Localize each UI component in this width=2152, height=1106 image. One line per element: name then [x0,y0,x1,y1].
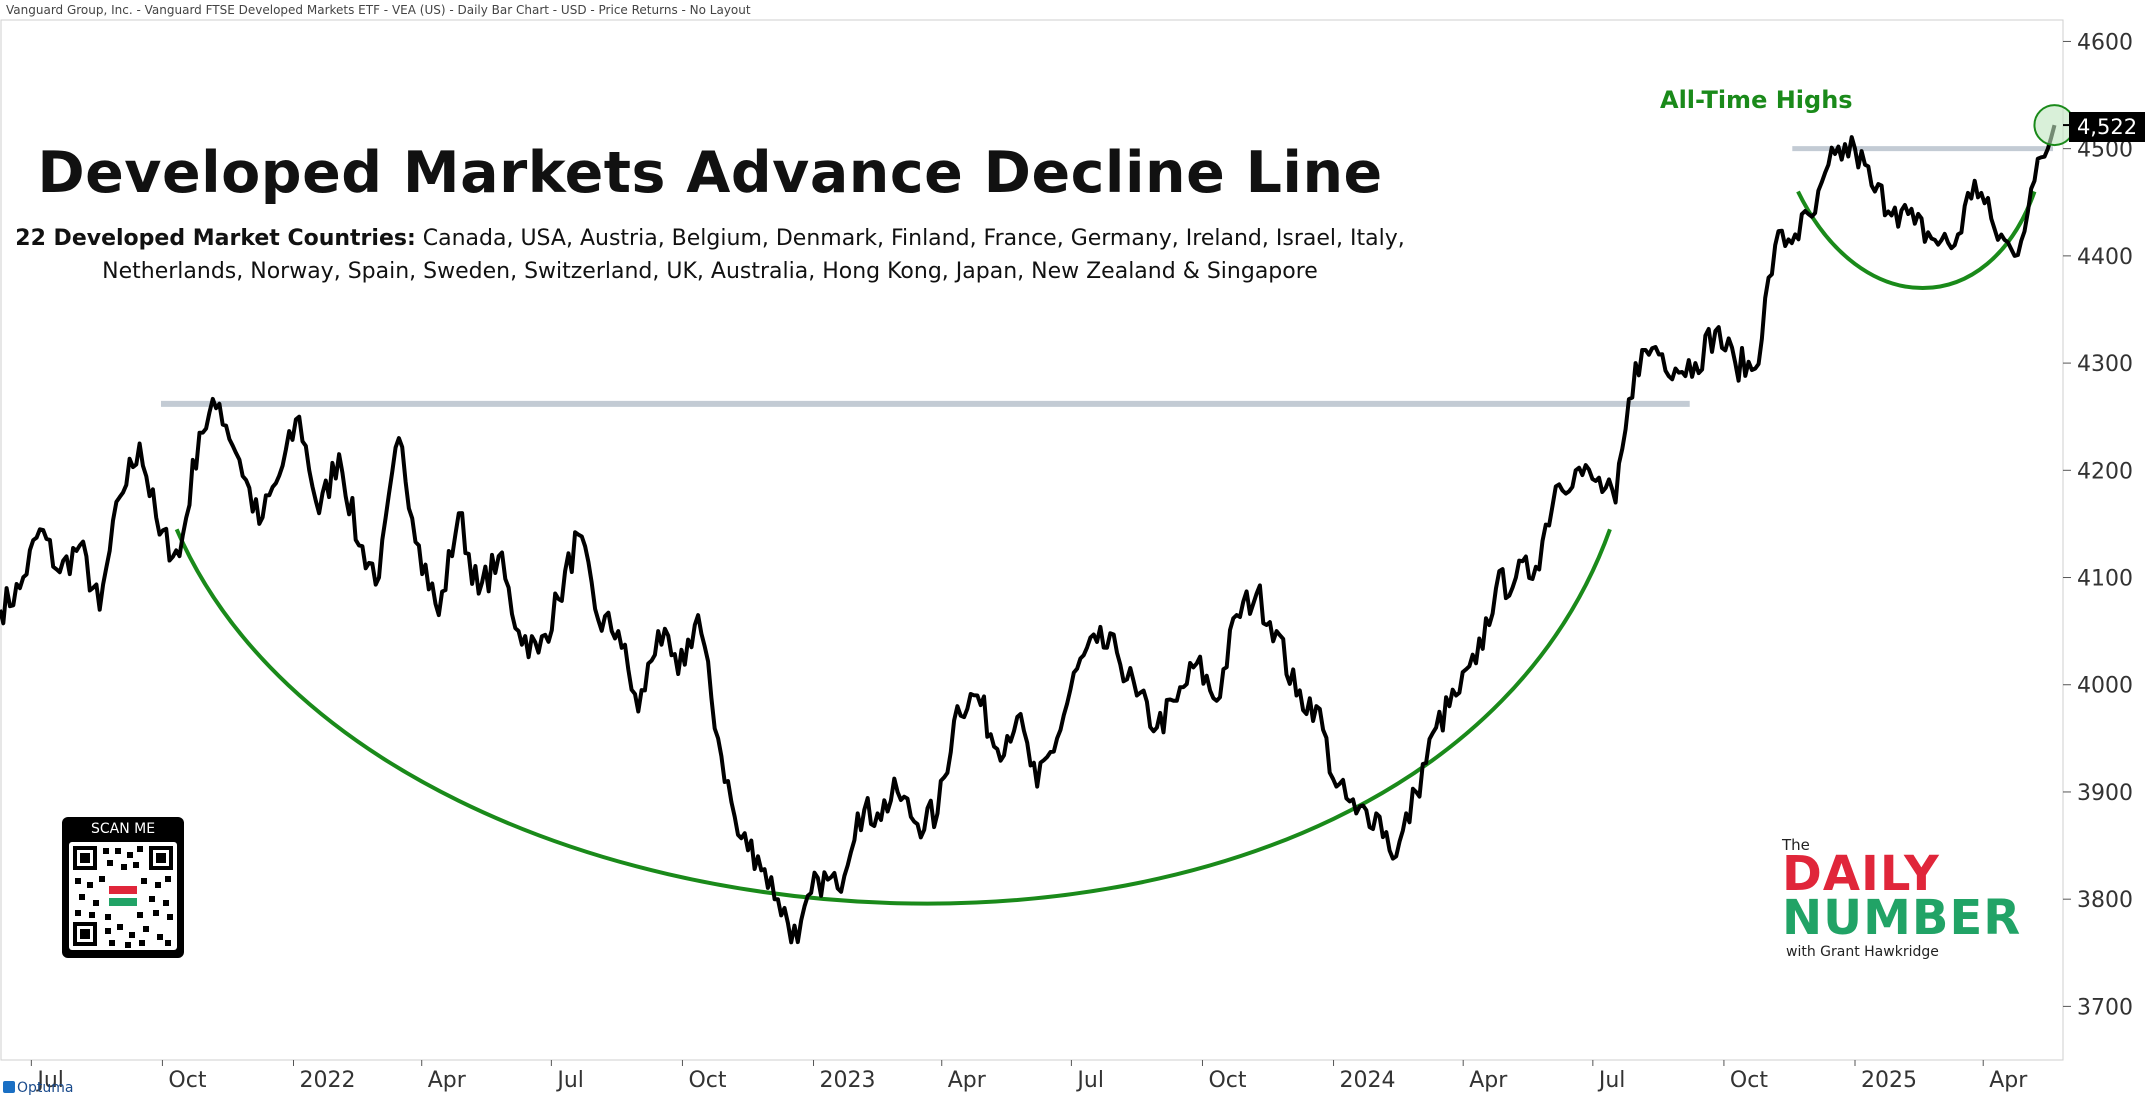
chart-header: Vanguard Group, Inc. - Vanguard FTSE Dev… [6,3,751,17]
x-tick-label: Oct [168,1068,206,1093]
logo-daily: DAILY [1782,846,1940,902]
x-tick-label: Oct [688,1068,726,1093]
logo-number: NUMBER [1782,890,2022,946]
countries-line-1: Canada, USA, Austria, Belgium, Denmark, … [415,226,1405,251]
y-tick-label: 4300 [2077,352,2133,377]
y-tick-label: 3700 [2077,995,2133,1020]
y-tick-label: 4600 [2077,30,2133,55]
plot-border [0,19,2064,1061]
qr-icon [69,842,177,950]
optuma-brand: Optuma [3,1080,74,1096]
logo-the: The [1782,836,1810,854]
chart-title: Developed Markets Advance Decline Line [37,140,1383,206]
x-tick-label: Oct [1208,1068,1246,1093]
x-tick-label: 2022 [299,1068,355,1093]
x-tick-label: Apr [1989,1068,2028,1093]
logo-subtitle: with Grant Hawkridge [1786,944,1939,960]
cup-arc [174,528,1612,906]
x-tick-label: Jul [1597,1068,1626,1093]
x-tick-label: Oct [1730,1068,1768,1093]
y-tick-label: 4000 [2077,674,2133,699]
countries-line-2: Netherlands, Norway, Spain, Sweden, Swit… [102,259,1318,284]
x-tick-label: Jul [35,1068,64,1093]
all-time-highs-label: All-Time Highs [1660,86,1853,114]
y-tick-label: 3800 [2077,888,2133,913]
handle-arc [1796,190,2037,290]
qr-caption: SCAN ME [90,821,156,837]
qr-code[interactable]: SCAN ME [62,817,184,958]
x-tick-label: 2025 [1861,1068,1917,1093]
y-tick-label: 4400 [2077,245,2133,270]
x-tick-label: Jul [1075,1068,1104,1093]
last-value-badge: 4,522 [2069,112,2145,142]
countries-label: 22 Developed Market Countries: [15,226,416,251]
y-tick-label: 3900 [2077,781,2133,806]
countries-text: 22 Developed Market Countries: Canada, U… [0,222,1420,288]
optuma-label: Optuma [17,1080,74,1096]
optuma-logo-icon [3,1081,15,1093]
x-tick-label: 2024 [1340,1068,1396,1093]
x-tick-label: Jul [555,1068,584,1093]
x-tick-label: Apr [948,1068,987,1093]
y-tick-label: 4200 [2077,459,2133,484]
x-tick-label: Apr [428,1068,467,1093]
x-tick-label: Apr [1469,1068,1508,1093]
x-tick-label: 2023 [820,1068,876,1093]
advance-decline-line [0,124,2057,945]
y-tick-label: 4100 [2077,567,2133,592]
